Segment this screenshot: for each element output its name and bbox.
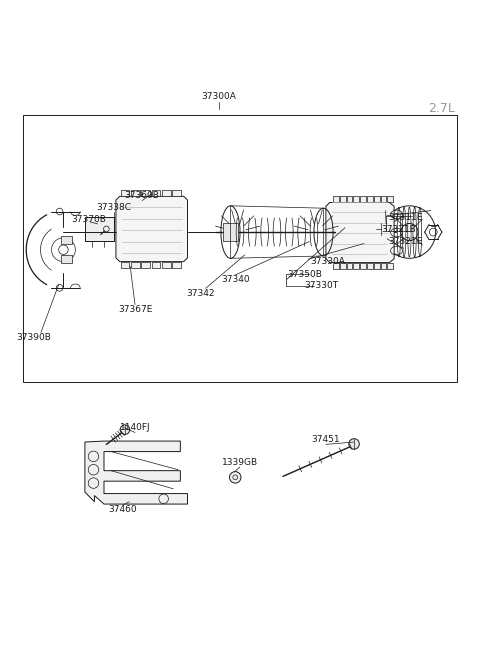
Polygon shape	[360, 196, 366, 202]
Polygon shape	[387, 263, 393, 269]
Polygon shape	[152, 190, 160, 196]
Circle shape	[349, 439, 360, 449]
Polygon shape	[353, 263, 359, 269]
Text: 37360B: 37360B	[125, 191, 160, 200]
Polygon shape	[142, 190, 150, 196]
Polygon shape	[360, 263, 366, 269]
Text: 37340: 37340	[221, 275, 250, 284]
Text: 37370B: 37370B	[71, 215, 106, 223]
Polygon shape	[367, 263, 373, 269]
Polygon shape	[381, 196, 386, 202]
Bar	[23, 115, 457, 383]
Bar	[61, 255, 72, 263]
Polygon shape	[85, 441, 188, 504]
Text: 1339GB: 1339GB	[222, 458, 258, 466]
Polygon shape	[387, 196, 393, 202]
Text: 37311E: 37311E	[388, 214, 422, 222]
Text: 37321E: 37321E	[388, 236, 422, 246]
Polygon shape	[340, 263, 346, 269]
Circle shape	[229, 472, 241, 483]
Polygon shape	[172, 261, 181, 268]
Polygon shape	[333, 196, 339, 202]
Polygon shape	[353, 196, 359, 202]
Polygon shape	[340, 196, 346, 202]
Text: 37350B: 37350B	[288, 270, 323, 278]
Polygon shape	[120, 190, 130, 196]
Polygon shape	[152, 261, 160, 268]
Polygon shape	[162, 261, 171, 268]
Polygon shape	[326, 202, 394, 263]
Polygon shape	[333, 263, 339, 269]
Polygon shape	[116, 196, 188, 261]
Text: 37330A: 37330A	[311, 257, 346, 266]
Circle shape	[120, 425, 130, 434]
Polygon shape	[374, 263, 380, 269]
Polygon shape	[347, 196, 352, 202]
Polygon shape	[120, 261, 130, 268]
Text: 37330T: 37330T	[304, 281, 338, 290]
Polygon shape	[347, 263, 352, 269]
Polygon shape	[381, 263, 386, 269]
Text: 37367E: 37367E	[118, 305, 152, 314]
Text: 37390B: 37390B	[16, 333, 51, 341]
Text: 37451: 37451	[312, 435, 340, 444]
Polygon shape	[172, 190, 181, 196]
Text: 2.7L: 2.7L	[429, 102, 456, 115]
Polygon shape	[131, 190, 140, 196]
Text: 37300A: 37300A	[201, 92, 236, 101]
Polygon shape	[367, 196, 373, 202]
Polygon shape	[162, 190, 171, 196]
Bar	[61, 236, 72, 244]
Text: 37338C: 37338C	[96, 203, 131, 212]
Text: 1140FJ: 1140FJ	[120, 423, 150, 432]
Polygon shape	[142, 261, 150, 268]
Text: 37342: 37342	[187, 289, 215, 297]
Text: 37460: 37460	[109, 505, 137, 514]
Bar	[223, 223, 238, 240]
Text: 37321B: 37321B	[382, 225, 417, 234]
Bar	[85, 217, 115, 241]
Polygon shape	[131, 261, 140, 268]
Polygon shape	[374, 196, 380, 202]
